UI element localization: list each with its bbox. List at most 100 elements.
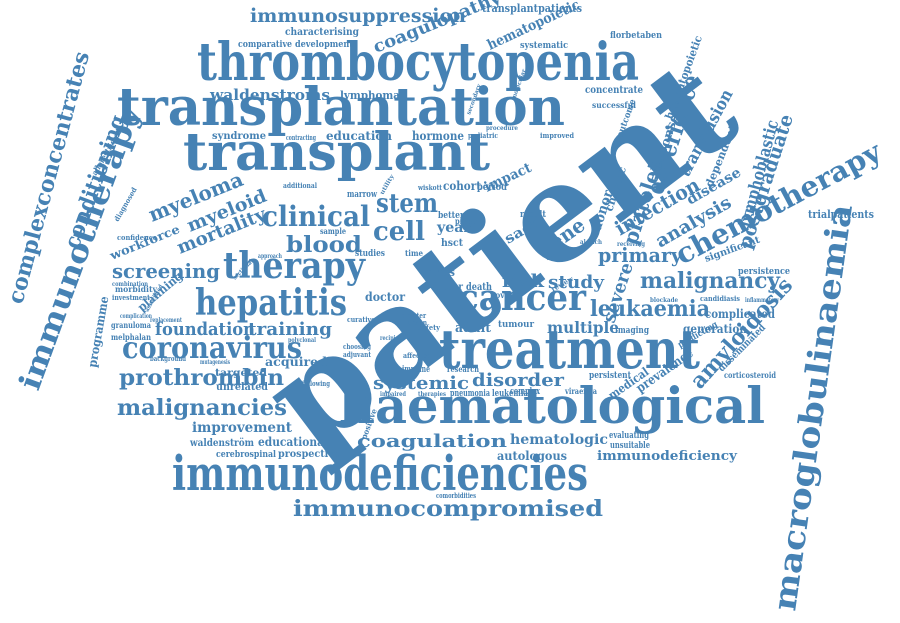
word-novel: novel [490, 290, 512, 300]
word-following: following [302, 379, 330, 388]
word-stem: stem [376, 189, 438, 219]
word-workforce: workforce [107, 222, 182, 263]
word-virus: virus [424, 265, 455, 279]
word-comorbidities: comorbidities [436, 491, 476, 500]
word-blood: blood [286, 232, 362, 258]
word-adult: adult [455, 321, 491, 336]
word-pneumonia: pneumonia [450, 389, 490, 399]
word-recipient: recipient [380, 335, 404, 342]
word-therapy: therapy [223, 245, 366, 287]
word-development: development [295, 40, 354, 50]
word-lymphoma: lymphoma [340, 89, 400, 102]
word-transplant: transplant [183, 122, 490, 183]
word-complicated: complicated [705, 307, 776, 321]
word-prospective: prospective [278, 449, 340, 460]
word-education: education [326, 129, 392, 143]
word-transplantpatients: transplantpatients [482, 2, 582, 15]
word-viraemia: viraemia [564, 386, 597, 396]
word-waldenstroms: waldenstroms [209, 86, 330, 104]
word-cohort: cohort [443, 179, 481, 193]
word-receiving: receiving [617, 241, 646, 248]
word-better: better [438, 211, 464, 221]
word-complication: complication [120, 313, 152, 320]
word-polyclonal: polyclonal [288, 337, 317, 344]
word-mutagenesis: mutagenesis [200, 359, 230, 366]
word-morbidity: morbidity [115, 284, 157, 294]
word-research: research [447, 364, 479, 374]
word-candidiasis: candidiasis [700, 294, 740, 303]
word-waldenstrom: waldenström [189, 438, 254, 449]
word-background: background [150, 354, 186, 363]
word-cerebrospinal: cerebrospinal [216, 450, 276, 460]
word-hsct: hsct [441, 238, 463, 249]
word-targeted: targeted [215, 368, 267, 379]
word-florbetaben: florbetaben [610, 31, 662, 41]
word-hepatitis: hepatitis [195, 282, 347, 324]
word-greater: greater [402, 311, 426, 320]
word-imaging: imaging [615, 326, 650, 336]
word-studies: studies [355, 249, 385, 259]
word-persistence: persistence [738, 267, 790, 277]
word-phase: phase [455, 216, 477, 226]
word-programme: programme [85, 295, 111, 369]
word-screening: screening [112, 259, 220, 283]
word-generation: generation [683, 322, 747, 336]
word-therapies: therapies [418, 391, 447, 398]
word-hematologic: hematologic [510, 432, 608, 448]
word-period: period [477, 182, 507, 193]
word-immunodeficiencies: immunodeficiencies [172, 446, 588, 502]
word-result: result [520, 210, 547, 220]
word-contracting: contracting [286, 133, 316, 142]
word-study: study [548, 272, 605, 293]
word-choosing: choosing [343, 342, 371, 351]
word-affected: affected [403, 351, 431, 360]
word-prothrombin: prothrombin [119, 365, 284, 391]
word-disorder: disorder [472, 370, 565, 391]
word-unsuitable: unsuitable [610, 441, 650, 451]
word-coronavirus: coronavirus [122, 331, 302, 366]
word-impaired: impaired [380, 391, 407, 398]
word-marrow: marrow [347, 190, 377, 200]
word-malignancy: malignancy [640, 268, 781, 294]
word-corticosteroid: corticosteroid [724, 370, 776, 380]
word-year: year [436, 220, 472, 236]
word-concentrate: concentrate [585, 85, 643, 96]
word-acquired: acquired [265, 355, 328, 369]
word-improved: improved [540, 131, 574, 140]
word-educational: educational [258, 435, 328, 449]
word-leukaemia: leukaemia [590, 296, 710, 322]
word-adjuvant: adjuvant [343, 350, 372, 359]
word-thrombocytopenia: thrombocytopenia [197, 32, 639, 93]
word-approach: approach [258, 253, 282, 260]
word-cell: cell [373, 217, 425, 247]
word-coagulation: coagulation [357, 431, 507, 452]
word-macroglobulinaemia: macroglobulinaemia [765, 202, 860, 613]
word-complex: complex [510, 387, 540, 397]
word-comparative: comparative [238, 40, 292, 50]
word-sample: sample [320, 226, 346, 236]
word-haematological: haematological [339, 376, 765, 435]
word-training: training [248, 319, 332, 340]
word-primary: primary [598, 243, 683, 267]
word-replacement: replacement [150, 317, 182, 324]
word-malignancies: malignancies [117, 395, 287, 421]
word-trialpatients: trialpatients [808, 208, 874, 221]
word-safety: safety [418, 323, 441, 332]
word-persistent: persistent [589, 371, 632, 381]
word-london: london [405, 318, 427, 327]
word-wiskott: wiskott [417, 183, 442, 192]
word-death: death [466, 282, 493, 293]
word-clinical: clinical [262, 200, 370, 233]
word-pediatric: pediatric [468, 131, 498, 140]
word-systemic: systemic [373, 373, 469, 394]
word-characterising: characterising [285, 27, 359, 38]
word-melphalan: melphalan [111, 332, 151, 342]
word-cancer: cancer [458, 277, 587, 319]
word-combination: combination [112, 281, 149, 288]
word-syndrome: syndrome [212, 131, 266, 142]
word-evaluating: evaluating [609, 431, 650, 441]
word-successful: successful [592, 100, 636, 110]
word-transplantation: transplantation [117, 77, 565, 138]
word-unrelated: unrelated [216, 382, 268, 393]
